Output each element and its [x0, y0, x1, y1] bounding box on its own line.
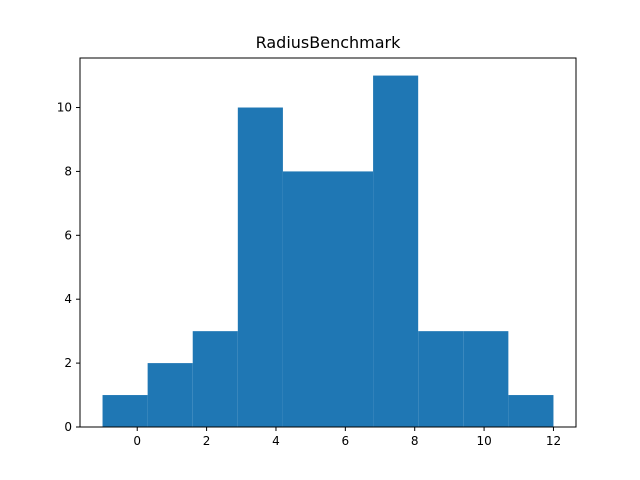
histogram-bar — [463, 331, 509, 427]
y-tick-label: 4 — [64, 292, 72, 306]
x-tick-label: 4 — [272, 434, 280, 448]
histogram-bar — [192, 331, 238, 427]
x-tick-label: 6 — [342, 434, 350, 448]
x-axis: 0 2 4 6 8 10 12 — [133, 427, 561, 448]
y-axis: 0 2 4 6 8 10 — [57, 101, 80, 434]
y-tick-label: 0 — [64, 420, 72, 434]
x-tick-label: 0 — [133, 434, 141, 448]
histogram-bar — [282, 171, 328, 427]
histogram-bar — [237, 107, 283, 428]
y-tick-label: 10 — [57, 101, 72, 115]
x-tick-label: 12 — [546, 434, 561, 448]
histogram-bar — [328, 171, 374, 427]
y-tick-label: 2 — [64, 356, 72, 370]
histogram-bar — [373, 75, 419, 428]
y-tick-label: 6 — [64, 228, 72, 242]
x-tick-label: 10 — [476, 434, 491, 448]
y-tick-label: 8 — [64, 164, 72, 178]
chart-title: RadiusBenchmark — [256, 33, 402, 52]
histogram-bar — [147, 363, 193, 427]
bars-group — [102, 75, 554, 428]
x-tick-label: 8 — [411, 434, 419, 448]
x-tick-label: 2 — [203, 434, 211, 448]
histogram-bar — [102, 395, 148, 427]
plot-frame — [79, 57, 577, 428]
histogram-bar — [418, 331, 464, 427]
histogram-bar — [508, 395, 554, 427]
